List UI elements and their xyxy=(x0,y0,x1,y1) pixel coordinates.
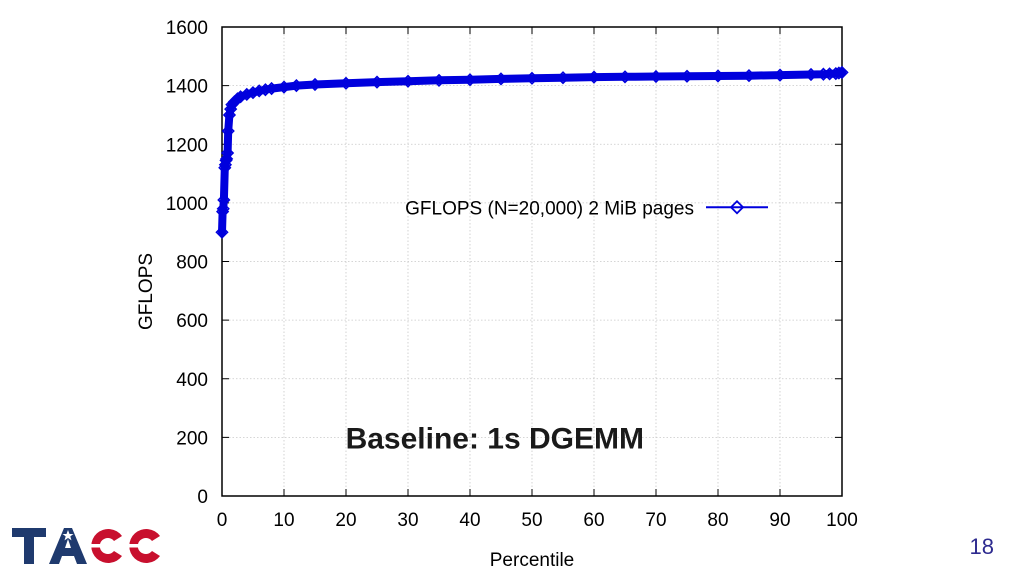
data-point xyxy=(215,225,229,239)
series-layer xyxy=(215,65,849,239)
data-point xyxy=(308,77,322,92)
slide-number: 18 xyxy=(969,534,994,559)
data-point xyxy=(587,70,601,84)
x-tick-label: 30 xyxy=(397,510,418,531)
data-point xyxy=(370,75,384,89)
data-point xyxy=(217,193,231,207)
legend-marker xyxy=(729,199,745,215)
data-point xyxy=(220,152,234,166)
x-tick-label: 100 xyxy=(826,510,858,531)
data-point xyxy=(556,71,570,85)
data-point xyxy=(742,69,756,83)
data-point xyxy=(463,73,477,87)
logo-letter-t xyxy=(12,528,46,564)
y-tick-label: 400 xyxy=(176,370,208,391)
logo-letter-a xyxy=(49,528,87,564)
x-tick-label: 50 xyxy=(521,510,542,531)
data-point xyxy=(220,146,235,160)
data-point xyxy=(339,76,353,90)
tacc-logo xyxy=(12,528,162,564)
x-tick-label: 60 xyxy=(583,510,604,531)
logo-stripe xyxy=(90,544,162,548)
data-point xyxy=(246,86,260,100)
x-axis-title: Percentile xyxy=(490,550,575,571)
data-point xyxy=(829,66,843,81)
data-point xyxy=(240,87,254,102)
axis-ticks: 0 10 20 30 40 50 60 70 80 90 100020040060080010001… xyxy=(166,18,858,531)
y-tick-label: 200 xyxy=(176,428,208,449)
legend-label: GFLOPS (N=20,000) 2 MiB pages xyxy=(405,198,694,219)
x-tick-label: 20 xyxy=(335,510,356,531)
data-point xyxy=(835,65,849,80)
data-point xyxy=(289,78,304,93)
y-axis-title: GFLOPS xyxy=(136,253,157,330)
x-tick-label: 90 xyxy=(769,510,790,531)
data-point xyxy=(649,69,663,84)
data-point xyxy=(258,83,273,97)
data-point xyxy=(832,66,846,80)
y-tick-label: 600 xyxy=(176,311,208,332)
data-point xyxy=(816,67,831,81)
y-tick-label: 800 xyxy=(176,253,208,274)
logo-star-icon xyxy=(62,530,74,541)
logo-letter-c1 xyxy=(91,529,122,563)
x-tick-label: 10 xyxy=(273,510,294,531)
y-tick-label: 1200 xyxy=(166,135,208,156)
y-tick-label: 1000 xyxy=(166,194,208,215)
data-point xyxy=(773,68,787,82)
x-tick-label: 70 xyxy=(645,510,666,531)
data-point xyxy=(277,80,291,94)
data-point xyxy=(525,71,539,85)
data-point xyxy=(618,70,632,84)
data-point xyxy=(804,67,818,82)
logo-letter-c2 xyxy=(129,529,160,563)
y-tick-label: 0 xyxy=(197,487,208,508)
data-point xyxy=(216,202,230,216)
data-point xyxy=(432,73,446,87)
y-tick-label: 1400 xyxy=(166,77,208,98)
x-tick-label: 0 xyxy=(217,510,228,531)
data-point xyxy=(711,69,725,83)
chart-annotation: Baseline: 1s DGEMM xyxy=(346,422,644,455)
x-tick-label: 40 xyxy=(459,510,480,531)
x-tick-label: 80 xyxy=(707,510,728,531)
data-point xyxy=(221,124,235,138)
data-point xyxy=(230,92,245,106)
data-point xyxy=(264,81,279,96)
y-tick-label: 1600 xyxy=(166,18,208,39)
data-point xyxy=(680,69,694,83)
data-point xyxy=(494,72,508,86)
plot-frame xyxy=(221,26,843,497)
legend: GFLOPS (N=20,000) 2 MiB pages xyxy=(405,198,768,219)
data-point xyxy=(401,74,415,88)
grid xyxy=(222,27,842,496)
data-point xyxy=(252,84,266,98)
data-point xyxy=(233,90,248,104)
